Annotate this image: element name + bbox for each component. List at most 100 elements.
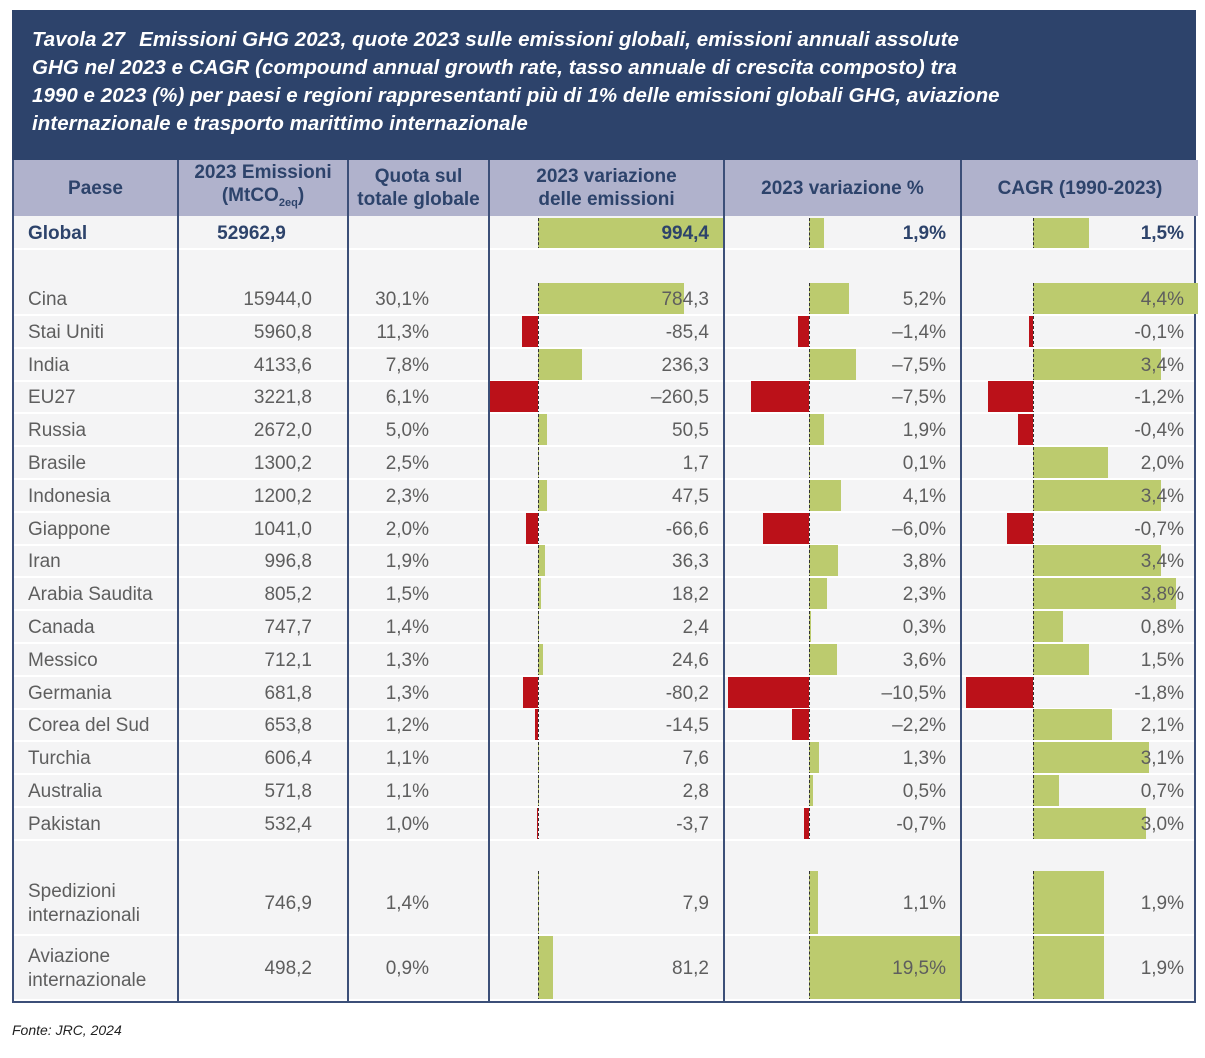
share-value: 11,3% — [376, 321, 429, 343]
cagr-value: -0,7% — [1134, 518, 1184, 540]
emissions-value: 653,8 — [264, 714, 312, 736]
pct-zero-axis — [809, 316, 810, 349]
row-name: EU27 — [28, 386, 76, 408]
cagr-zero-axis — [1033, 677, 1034, 710]
cagr-value: 3,1% — [1140, 747, 1184, 769]
table-row: Brasile 1300,2 2,5% 1,7 0,1% 2,0% — [14, 447, 1194, 480]
table-row: Stai Uniti 5960,8 11,3% -85,4 –1,4% -0,1% — [14, 316, 1194, 349]
abs-change-value: -85,4 — [665, 321, 709, 343]
cagr-zero-axis — [1033, 283, 1034, 316]
row-name: Indonesia — [28, 485, 111, 507]
abs-zero-axis — [538, 742, 539, 775]
pct-bar — [809, 283, 850, 314]
abs-change-value: 994,4 — [661, 223, 709, 244]
col-header-share: Quota sul totale globale — [349, 160, 488, 216]
pct-bar — [809, 218, 824, 248]
row-name-line: internazionale — [28, 969, 147, 991]
pct-change-value: 0,1% — [902, 452, 946, 474]
pct-zero-axis — [809, 775, 810, 808]
pct-bar — [809, 644, 837, 675]
row-separator — [14, 248, 1194, 250]
emissions-value: 5960,8 — [253, 321, 312, 343]
cagr-bar — [1033, 644, 1090, 675]
row-separator — [14, 839, 1194, 841]
row-separator — [14, 380, 1194, 382]
title-line-3: 1990 e 2023 (%) per paesi e regioni rapp… — [32, 84, 1000, 107]
row-name: Germania — [28, 682, 112, 704]
share-value: 1,0% — [385, 813, 429, 835]
cagr-value: 3,4% — [1140, 550, 1184, 572]
row-separator — [14, 773, 1194, 775]
pct-change-value: –6,0% — [892, 518, 946, 540]
emissions-value: 2672,0 — [253, 419, 312, 441]
row-name: Arabia Saudita — [28, 583, 153, 605]
row-separator — [14, 478, 1194, 480]
abs-zero-axis — [538, 218, 539, 250]
abs-change-value: 236,3 — [661, 354, 709, 376]
row-name: Giappone — [28, 518, 111, 540]
pct-bar — [750, 381, 809, 412]
row-separator — [14, 609, 1194, 611]
pct-change-value: –2,2% — [892, 714, 946, 736]
pct-zero-axis — [809, 545, 810, 578]
col-header-paese: Paese — [14, 160, 177, 216]
emissions-value: 1200,2 — [253, 485, 312, 507]
emissions-value: 571,8 — [264, 780, 312, 802]
cagr-value: 0,7% — [1140, 780, 1184, 802]
emissions-value: 606,4 — [264, 747, 312, 769]
pct-bar — [803, 808, 809, 839]
emissions-value: 747,7 — [264, 616, 312, 638]
pct-change-value: 0,3% — [902, 616, 946, 638]
cagr-bar — [1033, 349, 1161, 380]
table-number: Tavola 27 — [32, 28, 126, 51]
share-value: 1,4% — [385, 616, 429, 638]
abs-bar — [538, 218, 723, 248]
share-value — [349, 218, 429, 250]
abs-zero-axis — [538, 381, 539, 414]
cagr-bar — [1033, 775, 1060, 806]
cagr-value: -0,4% — [1134, 419, 1184, 441]
cagr-value: -0,1% — [1134, 321, 1184, 343]
table-row: Corea del Sud 653,8 1,2% -14,5 –2,2% 2,1% — [14, 709, 1194, 742]
row-name: Turchia — [28, 747, 91, 769]
pct-zero-axis — [809, 677, 810, 710]
table-row: Germania 681,8 1,3% -80,2 –10,5% -1,8% — [14, 677, 1194, 710]
pct-change-value: 1,9% — [902, 419, 946, 441]
cagr-zero-axis — [1033, 578, 1034, 611]
table-title-banner: Tavola 27 Emissioni GHG 2023, quote 2023 … — [12, 10, 1196, 160]
cagr-zero-axis — [1033, 381, 1034, 414]
table-row: Indonesia 1200,2 2,3% 47,5 4,1% 3,4% — [14, 480, 1194, 513]
col-header-abs-change: 2023 variazione delle emissioni — [490, 160, 723, 216]
cagr-bar — [1033, 742, 1150, 773]
cagr-zero-axis — [1033, 218, 1034, 250]
pct-change-value: 2,3% — [902, 583, 946, 605]
abs-bar — [538, 545, 545, 576]
pct-zero-axis — [809, 871, 810, 936]
cagr-value: 1,5% — [1140, 649, 1184, 671]
row-separator — [14, 544, 1194, 546]
pct-zero-axis — [809, 447, 810, 480]
pct-zero-axis — [809, 513, 810, 546]
pct-zero-axis — [809, 742, 810, 775]
emissions-value: 3221,8 — [253, 386, 312, 408]
table-row: Turchia 606,4 1,1% 7,6 1,3% 3,1% — [14, 742, 1194, 775]
cagr-zero-axis — [1033, 611, 1034, 644]
abs-change-value: 24,6 — [672, 649, 709, 671]
pct-bar — [809, 611, 812, 642]
title-line-2: GHG nel 2023 e CAGR (compound annual gro… — [32, 56, 957, 79]
cagr-zero-axis — [1033, 709, 1034, 742]
pct-change-value: –10,5% — [881, 682, 946, 704]
table-row: Giappone 1041,0 2,0% -66,6 –6,0% -0,7% — [14, 513, 1194, 546]
cagr-zero-axis — [1033, 936, 1034, 1001]
cagr-zero-axis — [1033, 871, 1034, 936]
share-value: 30,1% — [375, 288, 429, 310]
row-separator — [14, 314, 1194, 316]
abs-zero-axis — [538, 871, 539, 936]
table-row: Pakistan 532,4 1,0% -3,7 -0,7% 3,0% — [14, 808, 1194, 841]
cagr-bar — [1033, 709, 1112, 740]
row-separator — [14, 412, 1194, 414]
row-separator — [14, 576, 1194, 578]
pct-bar — [762, 513, 809, 544]
pct-bar — [809, 936, 960, 999]
pct-bar — [809, 742, 820, 773]
